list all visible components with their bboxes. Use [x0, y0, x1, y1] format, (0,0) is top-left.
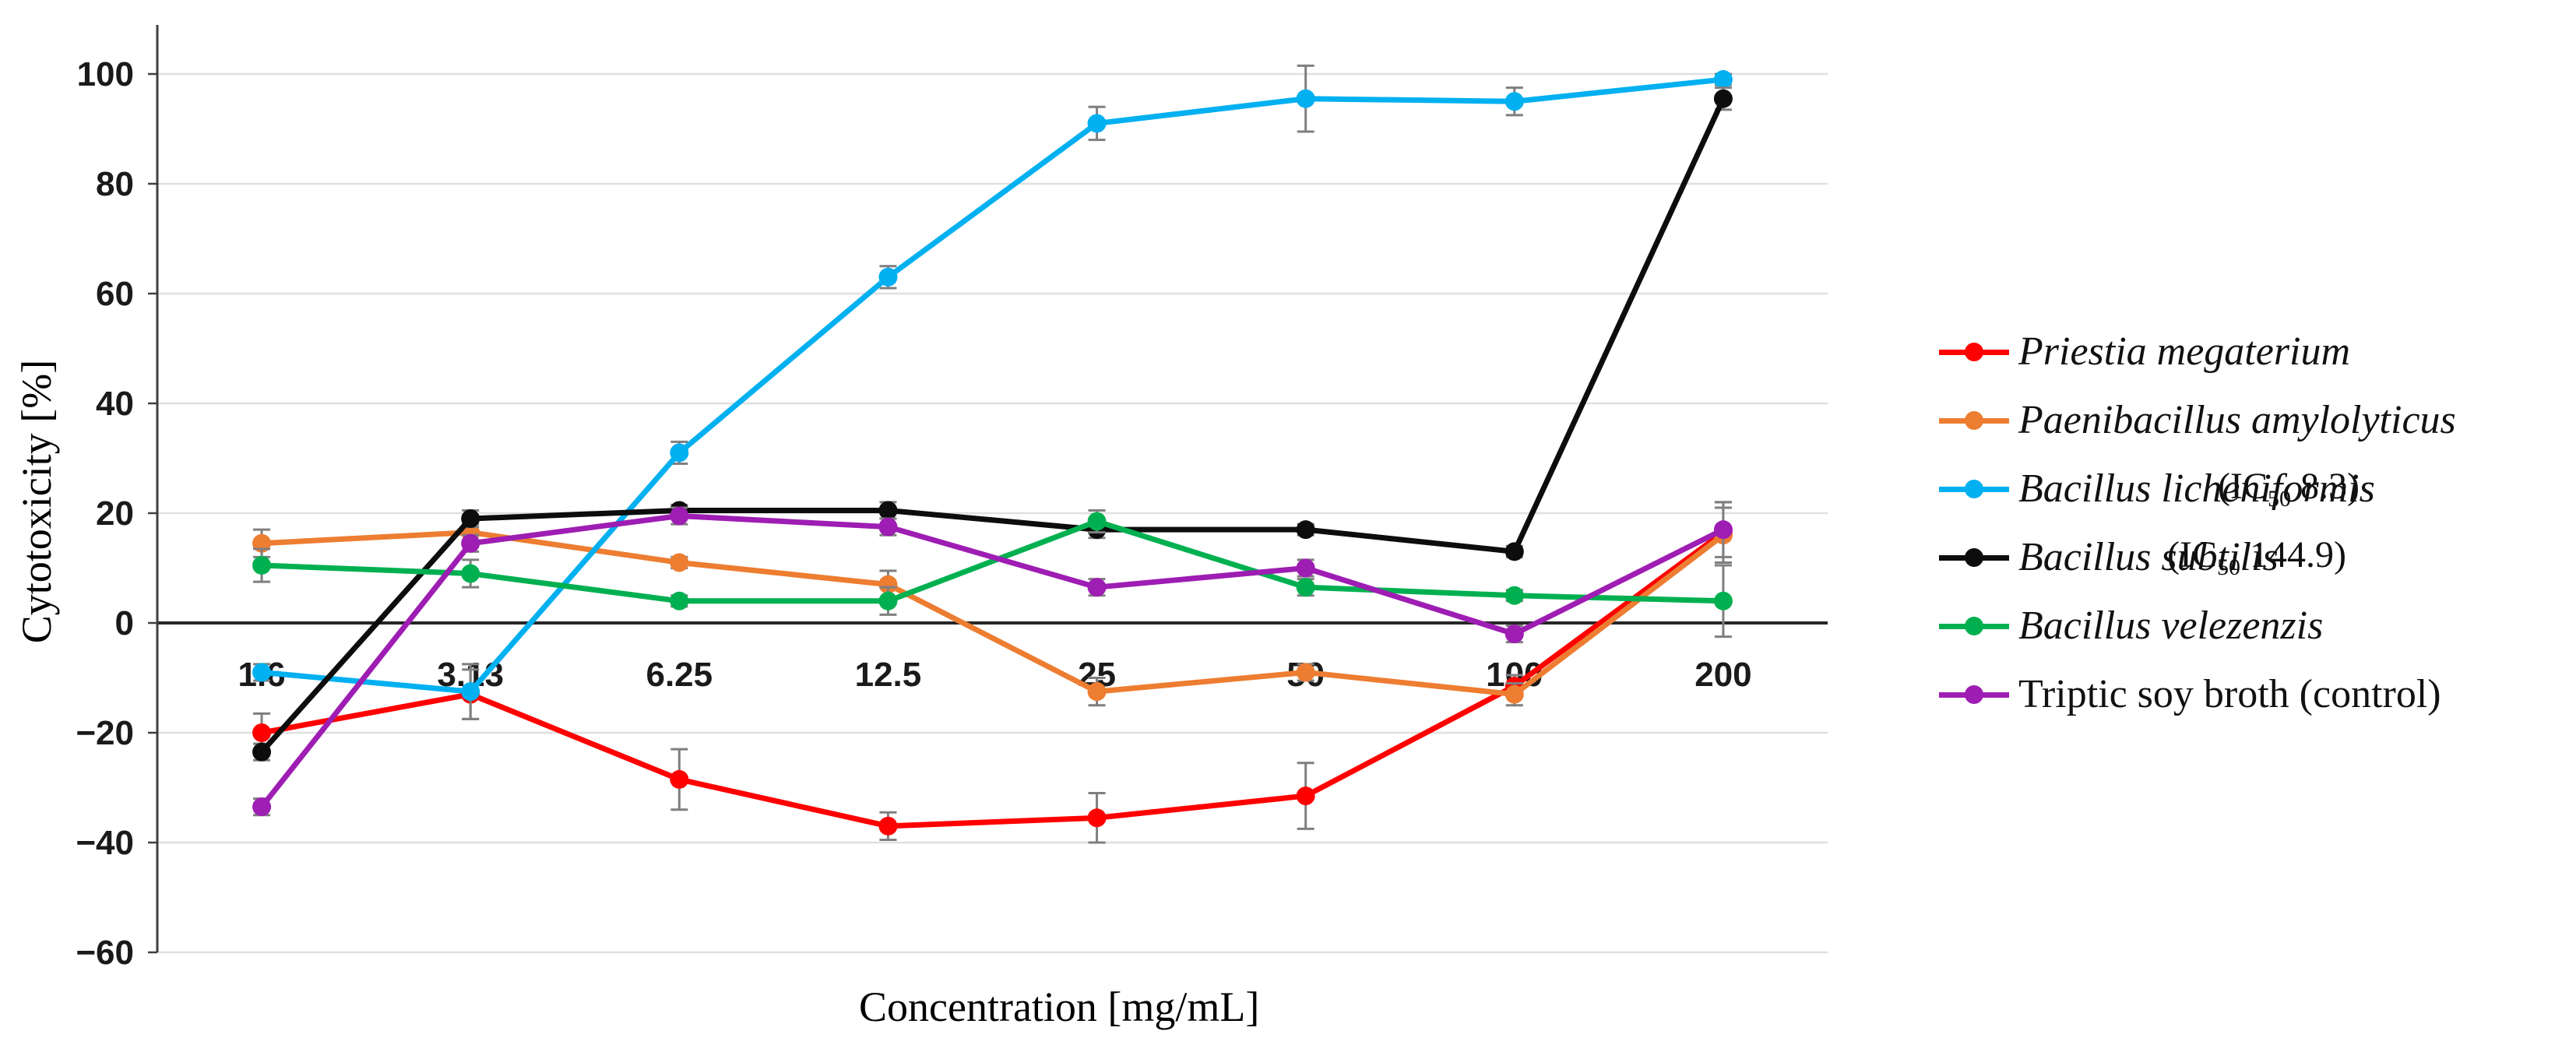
y-tick-label: 0 — [115, 604, 134, 642]
y-tick-label: −20 — [76, 714, 134, 752]
ic50-annotation: (IC50 144.9) — [2167, 533, 2346, 580]
data-point — [252, 797, 272, 817]
data-point — [1296, 520, 1315, 540]
data-point — [461, 533, 480, 553]
y-tick-label: 80 — [96, 165, 134, 203]
data-point — [1713, 89, 1733, 108]
x-axis-title: Concentration [mg/mL] — [859, 983, 1260, 1030]
legend-dot-icon — [1965, 548, 1983, 567]
legend: Priestia megaterium Paenibacillus amyloly… — [1939, 318, 2456, 729]
legend-dot-icon — [1965, 617, 1983, 635]
legend-swatch-icon — [1939, 617, 2009, 635]
series-bacillus-licheniformis — [252, 64, 1733, 720]
legend-label: Bacillus velezenzis — [2018, 603, 2324, 648]
legend-dot-icon — [1965, 685, 1983, 704]
data-point — [1296, 578, 1315, 597]
data-point — [252, 555, 272, 575]
series-line — [259, 513, 1726, 810]
data-point — [1296, 786, 1315, 806]
y-tick-label: 40 — [96, 385, 134, 423]
data-point — [878, 816, 898, 836]
y-axis-title: Cytotoxicity [%] — [13, 359, 60, 644]
legend-item: Bacillus velezenzis — [1939, 592, 2456, 660]
data-point — [1713, 70, 1733, 90]
legend-label: Paenibacillus amylolyticus — [2018, 398, 2456, 442]
ic50-annotation: (IC50 8.3) — [2218, 465, 2360, 512]
y-tick-label: −60 — [76, 934, 134, 972]
data-point — [252, 723, 272, 742]
data-point — [1504, 92, 1524, 111]
legend-label: Triptic soy broth (control) — [2018, 672, 2441, 716]
data-point — [670, 553, 689, 572]
y-tick-label: 60 — [96, 275, 134, 313]
x-category-label: 6.25 — [646, 656, 713, 694]
series-bacillus-velezenzis — [252, 508, 1733, 639]
data-point — [1296, 558, 1315, 578]
legend-dot-icon — [1965, 480, 1983, 498]
data-point — [461, 682, 480, 702]
data-point — [1504, 684, 1524, 704]
series-line — [259, 519, 1726, 604]
y-tick-label: −40 — [76, 824, 134, 862]
legend-label: Bacillus licheniformis — [2018, 466, 2375, 511]
series-line — [259, 530, 1726, 829]
data-point — [252, 663, 272, 682]
legend-dot-icon — [1965, 411, 1983, 430]
data-point — [1504, 586, 1524, 605]
data-point — [1296, 89, 1315, 108]
data-point — [670, 769, 689, 789]
legend-item: Bacillus licheniformis (IC50 8.3) — [1939, 455, 2456, 523]
data-point — [1087, 808, 1107, 828]
y-tick-label: 20 — [96, 494, 134, 533]
legend-item: Paenibacillus amylolyticus — [1939, 386, 2456, 455]
data-point — [1087, 114, 1107, 133]
data-point — [878, 591, 898, 610]
series-triptic-soy-broth-control- — [252, 501, 1733, 817]
legend-swatch-icon — [1939, 480, 2009, 498]
data-point — [878, 501, 898, 520]
x-category-label: 200 — [1694, 656, 1751, 694]
data-point — [878, 517, 898, 537]
x-category-label: 12.5 — [855, 656, 922, 694]
y-tick-label: 100 — [77, 55, 134, 93]
data-point — [1504, 625, 1524, 644]
legend-item: Priestia megaterium — [1939, 318, 2456, 386]
legend-swatch-icon — [1939, 343, 2009, 361]
series-line — [259, 96, 1726, 755]
legend-label: Priestia megaterium — [2018, 329, 2351, 374]
legend-dot-icon — [1965, 343, 1983, 361]
data-point — [878, 267, 898, 287]
data-point — [1713, 591, 1733, 610]
legend-swatch-icon — [1939, 548, 2009, 567]
legend-item: Triptic soy broth (control) — [1939, 660, 2456, 729]
data-point — [1296, 663, 1315, 682]
legend-swatch-icon — [1939, 685, 2009, 704]
data-point — [252, 742, 272, 762]
data-point — [1504, 542, 1524, 561]
data-point — [670, 591, 689, 610]
data-point — [1087, 512, 1107, 531]
series-line — [259, 76, 1726, 695]
data-point — [878, 575, 898, 594]
data-point — [1087, 682, 1107, 702]
data-point — [1087, 578, 1107, 597]
legend-item: Bacillus subtilis (IC50 144.9) — [1939, 523, 2456, 592]
data-point — [461, 564, 480, 583]
legend-swatch-icon — [1939, 411, 2009, 430]
data-point — [670, 443, 689, 463]
data-point — [1713, 520, 1733, 540]
data-point — [461, 509, 480, 529]
data-point — [670, 506, 689, 526]
legend-label: Bacillus subtilis — [2018, 535, 2279, 579]
